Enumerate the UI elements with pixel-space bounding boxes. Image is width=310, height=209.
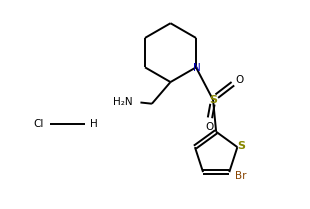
Text: Cl: Cl [34, 119, 44, 129]
Text: S: S [238, 141, 246, 151]
Text: S: S [209, 95, 217, 105]
Text: O: O [205, 122, 214, 132]
Text: H₂N: H₂N [113, 97, 133, 107]
Text: N: N [193, 63, 201, 73]
Text: Br: Br [236, 171, 247, 181]
Text: O: O [235, 75, 244, 85]
Text: H: H [90, 119, 98, 129]
